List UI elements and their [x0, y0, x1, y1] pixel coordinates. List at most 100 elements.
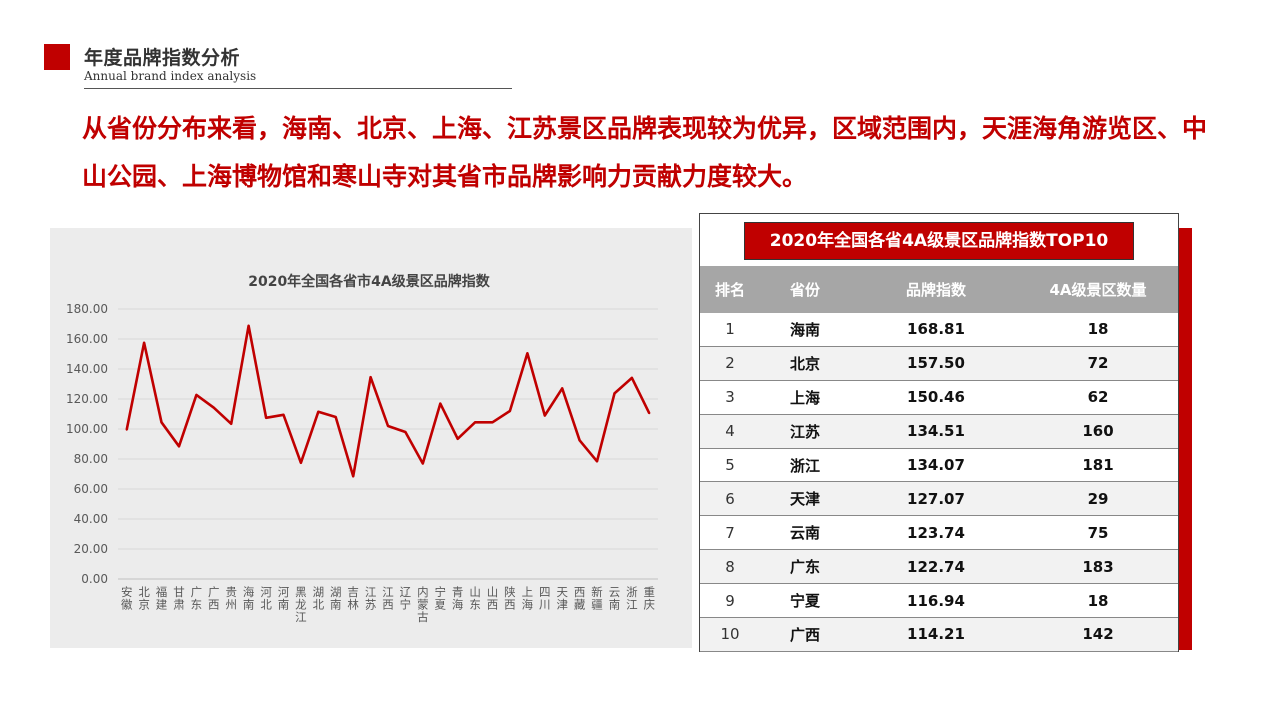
data-point — [247, 324, 250, 327]
x-tick-label: 安徽 — [121, 585, 133, 612]
index-cell: 150.46 — [907, 388, 965, 407]
data-point — [508, 410, 511, 412]
data-point — [125, 428, 128, 431]
count-cell: 181 — [1082, 456, 1114, 474]
province-cell: 江苏 — [790, 422, 821, 441]
y-tick-label: 0.00 — [81, 572, 108, 586]
data-point — [230, 422, 233, 425]
index-cell: 134.51 — [907, 422, 965, 441]
data-point — [369, 376, 372, 379]
x-tick-label: 河南 — [278, 585, 290, 612]
data-point — [421, 462, 424, 465]
table-row: 1 海南 168.81 18 — [700, 313, 1178, 347]
table-row: 8 广东 122.74 183 — [700, 550, 1178, 585]
table-row: 5 浙江 134.07 181 — [700, 449, 1178, 483]
x-tick-label: 上海 — [522, 585, 534, 612]
x-tick-label: 青海 — [452, 585, 464, 612]
count-cell: 183 — [1082, 557, 1114, 576]
data-point — [543, 414, 546, 417]
index-cell: 168.81 — [907, 320, 965, 339]
x-tick-label: 北京 — [138, 585, 150, 612]
x-axis-ticks: 安徽北京福建甘肃广东广西贵州海南河北河南黑龙江湖北湖南吉林江苏江西辽宁内蒙古宁夏… — [121, 585, 656, 624]
rank-cell: 6 — [725, 489, 735, 508]
table-title: 2020年全国各省4A级景区品牌指数TOP10 — [744, 222, 1134, 260]
y-tick-label: 40.00 — [74, 512, 108, 526]
y-tick-label: 120.00 — [66, 392, 108, 406]
rank-cell: 2 — [725, 354, 735, 373]
data-point — [282, 413, 285, 416]
province-cell: 海南 — [790, 320, 821, 339]
data-point — [404, 431, 407, 433]
rank-cell: 3 — [725, 388, 735, 407]
data-point — [561, 387, 564, 390]
table-row: 7 云南 123.74 75 — [700, 516, 1178, 551]
count-cell: 18 — [1087, 591, 1109, 610]
column-header-rank: 排名 — [714, 281, 745, 299]
data-point — [177, 445, 180, 448]
data-point — [439, 402, 442, 405]
table-body: 1 海南 168.81 18 2 北京 157.50 72 3 上海 150.4… — [700, 313, 1178, 652]
table-header-row: 排名 省份 品牌指数 4A级景区数量 — [700, 266, 1178, 313]
line-chart: 2020年全国各省市4A级景区品牌指数 0.00 20.00 40.00 60.00 8… — [66, 273, 658, 624]
x-tick-label: 甘肃 — [173, 585, 185, 612]
table-row: 4 江苏 134.51 160 — [700, 414, 1178, 449]
rank-cell: 8 — [725, 557, 735, 576]
x-tick-label: 新疆 — [591, 585, 603, 612]
x-tick-label: 湖北 — [313, 585, 325, 612]
y-tick-label: 80.00 — [74, 452, 108, 466]
data-point — [491, 421, 494, 424]
table-row: 3 上海 150.46 62 — [700, 381, 1178, 415]
data-point — [648, 412, 651, 415]
data-point — [160, 421, 163, 424]
x-tick-label: 福建 — [156, 585, 168, 612]
chart-title: 2020年全国各省市4A级景区品牌指数 — [248, 273, 491, 290]
x-tick-label: 贵州 — [225, 585, 237, 612]
x-tick-label: 陕西 — [504, 585, 516, 612]
data-point — [613, 392, 616, 395]
x-tick-label: 云南 — [609, 585, 621, 612]
y-axis-ticks: 0.00 20.00 40.00 60.00 80.00 100.00 120.00 140.… — [66, 302, 108, 586]
chart-gridlines — [118, 308, 658, 580]
header-divider — [84, 88, 512, 89]
column-header-province: 省份 — [790, 281, 821, 299]
count-cell: 72 — [1087, 354, 1109, 373]
data-point — [387, 425, 389, 427]
header-accent-square — [44, 44, 70, 70]
rank-cell: 9 — [725, 591, 735, 610]
x-tick-label: 天津 — [556, 585, 568, 612]
x-tick-label: 吉林 — [347, 585, 359, 612]
series-line — [125, 324, 651, 478]
province-cell: 浙江 — [790, 456, 821, 475]
y-tick-label: 100.00 — [66, 422, 108, 436]
province-cell: 上海 — [790, 388, 821, 407]
column-header-count: 4A级景区数量 — [1049, 281, 1147, 299]
count-cell: 75 — [1087, 523, 1109, 542]
headline-text: 从省份分布来看，海南、北京、上海、江苏景区品牌表现较为优异，区域范围内，天涯海角… — [82, 114, 1208, 191]
y-tick-label: 180.00 — [66, 302, 108, 316]
index-cell: 122.74 — [907, 557, 965, 576]
x-tick-label: 浙江 — [626, 585, 638, 612]
index-cell: 157.50 — [907, 354, 965, 373]
data-point — [474, 421, 477, 424]
count-cell: 142 — [1082, 625, 1114, 644]
rank-cell: 4 — [725, 422, 735, 441]
x-tick-label: 黑龙江 — [295, 585, 307, 624]
province-cell: 宁夏 — [790, 592, 821, 611]
x-tick-label: 西藏 — [574, 585, 586, 612]
x-tick-label: 广西 — [208, 585, 220, 612]
count-cell: 29 — [1087, 489, 1109, 508]
table-row: 2 北京 157.50 72 — [700, 346, 1178, 381]
x-tick-label: 江苏 — [365, 585, 377, 612]
data-point — [299, 461, 302, 464]
page-title: 年度品牌指数分析 — [84, 47, 241, 69]
x-tick-label: 海南 — [243, 585, 255, 612]
data-point — [212, 406, 215, 409]
line-chart-panel: 2020年全国各省市4A级景区品牌指数 0.00 20.00 40.00 60.00 8… — [50, 228, 692, 648]
rank-cell: 10 — [720, 625, 740, 644]
x-tick-label: 宁夏 — [435, 585, 447, 612]
x-tick-label: 湖南 — [330, 585, 342, 612]
index-cell: 116.94 — [907, 591, 965, 610]
y-tick-label: 160.00 — [66, 332, 108, 346]
data-point — [526, 352, 529, 355]
data-point — [317, 410, 320, 413]
